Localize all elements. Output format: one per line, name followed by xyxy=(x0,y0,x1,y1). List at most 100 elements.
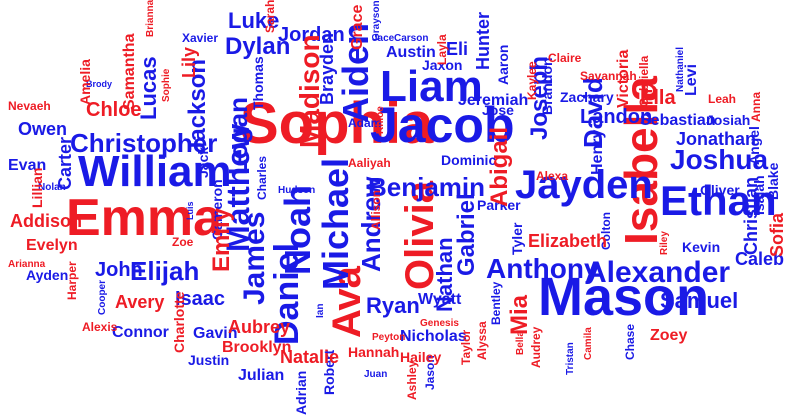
word-kaylee: Kaylee xyxy=(525,61,539,100)
word-nevaeh: Nevaeh xyxy=(8,99,51,113)
word-hailey: Hailey xyxy=(400,349,442,365)
word-james: James xyxy=(238,211,271,305)
word-landon: Landon xyxy=(580,106,653,128)
word-claire: Claire xyxy=(548,51,582,65)
word-dominic: Dominic xyxy=(441,152,497,168)
word-sophie: Sophie xyxy=(161,68,172,102)
word-juan: Juan xyxy=(364,369,388,380)
word-blake: Blake xyxy=(765,162,781,200)
word-ryan: Ryan xyxy=(366,293,420,318)
word-lily: Lily xyxy=(179,46,199,78)
word-henry: Henry xyxy=(589,129,606,175)
word-leah: Leah xyxy=(708,92,737,106)
word-brandon: Brandon xyxy=(539,57,555,115)
word-harper: Harper xyxy=(65,261,79,300)
word-sebastian: Sebastian xyxy=(640,112,716,129)
word-eli: Eli xyxy=(446,39,469,59)
word-ayden: Ayden xyxy=(26,267,69,283)
word-avery: Avery xyxy=(115,292,165,312)
word-hudson: Hudson xyxy=(278,185,316,196)
word-lillian: Lillian xyxy=(29,167,45,208)
word-michael: Michael xyxy=(315,157,356,290)
word-adrian: Adrian xyxy=(293,370,309,415)
word-benjamin: Benjamin xyxy=(368,172,486,202)
word-xavier: Xavier xyxy=(182,31,219,45)
word-samuel: Samuel xyxy=(660,288,739,313)
word-charles: Charles xyxy=(255,155,269,200)
word-arianna: Arianna xyxy=(8,259,46,270)
word-brianna: Brianna xyxy=(145,0,156,38)
word-thomas: Thomas xyxy=(250,56,266,110)
word-gavin: Gavin xyxy=(193,325,238,342)
word-mason: Mason xyxy=(538,267,710,327)
word-allison: Allison xyxy=(369,189,383,230)
word-logan: Logan xyxy=(223,97,253,175)
word-samantha: Samantha xyxy=(121,33,138,110)
word-luis: Luis xyxy=(185,201,195,220)
word-jayden: Jayden xyxy=(515,163,653,207)
word-madison: Madison xyxy=(294,34,325,148)
word-khloe: Khloe xyxy=(375,106,386,134)
word-jacob: Jacob xyxy=(370,97,515,153)
word-nolan: Nolan xyxy=(38,182,66,193)
word-elizabeth: Elizabeth xyxy=(528,231,608,251)
word-tristan: Tristan xyxy=(565,342,576,375)
word-abigail: Abigail xyxy=(486,126,513,207)
word-brooklyn: Brooklyn xyxy=(222,339,292,356)
word-ella: Ella xyxy=(640,87,676,109)
word-alyssa: Alyssa xyxy=(475,321,489,360)
word-elijah: Elijah xyxy=(130,256,200,286)
word-natalie: Natalie xyxy=(280,347,340,367)
word-ian: Ian xyxy=(315,303,326,318)
word-liam: Liam xyxy=(380,62,483,111)
word-nathaniel: Nathaniel xyxy=(675,46,686,92)
word-brody: Brody xyxy=(86,79,113,89)
word-alexis: Alexis xyxy=(82,320,118,334)
word-nicholas: Nicholas xyxy=(400,328,467,345)
word-william: William xyxy=(78,147,232,196)
word-gabriella: Gabriella xyxy=(637,55,651,107)
word-cooper: Cooper xyxy=(97,280,108,315)
word-taylor: Taylor xyxy=(459,329,473,365)
word-jaxon: Jaxon xyxy=(422,57,463,73)
word-evelyn: Evelyn xyxy=(26,237,78,254)
word-sofia: Sofia xyxy=(767,212,787,257)
word-evan: Evan xyxy=(8,157,47,174)
word-austin: Austin xyxy=(386,44,436,61)
word-anthony: Anthony xyxy=(486,253,600,284)
word-carson: Carson xyxy=(394,33,429,44)
word-ashley: Ashley xyxy=(405,360,419,400)
word-caleb: Caleb xyxy=(735,249,785,269)
word-alexa: Alexa xyxy=(536,169,569,183)
word-dylan: Dylan xyxy=(225,33,291,60)
word-alexander: Alexander xyxy=(585,256,731,289)
word-jace: Jace xyxy=(372,33,395,44)
word-adam: Adam xyxy=(348,116,382,130)
word-jack: Jack xyxy=(195,146,211,178)
word-wyatt: Wyatt xyxy=(418,291,462,308)
word-chase: Chase xyxy=(623,323,637,360)
word-zoey: Zoey xyxy=(650,327,688,344)
word-levi: Levi xyxy=(683,63,700,96)
word-aaliyah: Aaliyah xyxy=(348,156,391,170)
word-connor: Connor xyxy=(112,324,169,341)
word-layla: Layla xyxy=(435,34,449,65)
word-angel: Angel xyxy=(746,126,762,165)
word-chloe: Chloe xyxy=(86,99,142,121)
word-hannah: Hannah xyxy=(348,344,400,360)
word-sophia: Sophia xyxy=(240,91,434,156)
word-audrey: Audrey xyxy=(529,326,543,368)
word-camila: Camila xyxy=(583,327,594,360)
word-hunter: Hunter xyxy=(473,12,493,70)
word-joshua: Joshua xyxy=(670,144,769,175)
word-jose: Jose xyxy=(482,102,514,118)
word-grace: Grace xyxy=(349,4,366,50)
word-ethan: Ethan xyxy=(660,177,777,224)
word-zoe: Zoe xyxy=(172,235,194,249)
word-addison: Addison xyxy=(10,211,82,231)
word-oliver: Oliver xyxy=(700,182,740,198)
word-amelia: Amelia xyxy=(77,59,93,105)
word-jeremiah: Jeremiah xyxy=(458,92,529,109)
word-kevin: Kevin xyxy=(682,239,721,255)
